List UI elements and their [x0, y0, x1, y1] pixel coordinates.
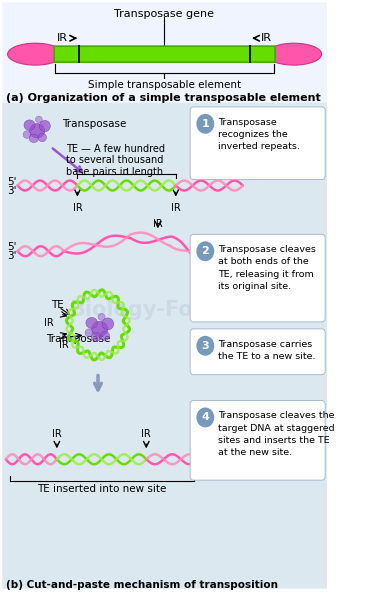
FancyBboxPatch shape: [2, 103, 327, 589]
Text: Transposase
recognizes the
inverted repeats.: Transposase recognizes the inverted repe…: [218, 118, 300, 151]
Ellipse shape: [35, 116, 42, 123]
FancyBboxPatch shape: [190, 107, 325, 179]
Ellipse shape: [98, 313, 105, 320]
Text: 2: 2: [201, 246, 209, 256]
Text: Transposase: Transposase: [62, 119, 127, 129]
Text: 3': 3': [7, 251, 16, 261]
Ellipse shape: [30, 124, 45, 138]
Ellipse shape: [92, 322, 108, 337]
Text: IR: IR: [141, 430, 151, 439]
Text: Transposase: Transposase: [46, 334, 111, 344]
FancyBboxPatch shape: [190, 401, 325, 480]
Ellipse shape: [38, 133, 46, 142]
Text: 4: 4: [201, 412, 209, 422]
Text: (b) Cut-and-paste mechanism of transposition: (b) Cut-and-paste mechanism of transposi…: [6, 580, 278, 590]
Ellipse shape: [29, 134, 38, 143]
Text: 1: 1: [201, 119, 209, 129]
Text: TE: TE: [51, 300, 64, 310]
Ellipse shape: [266, 43, 322, 65]
Text: IR: IR: [57, 33, 68, 43]
Text: (a) Organization of a simple transposable element: (a) Organization of a simple transposabl…: [6, 93, 320, 103]
Circle shape: [196, 241, 214, 261]
Text: IR: IR: [171, 203, 181, 214]
Text: Biology-Fo: Biology-Fo: [69, 300, 193, 320]
Text: TE — A few hundred
to several thousand
base pairs in length: TE — A few hundred to several thousand b…: [66, 144, 165, 177]
Ellipse shape: [102, 318, 114, 330]
Text: Transposase gene: Transposase gene: [114, 10, 214, 19]
Ellipse shape: [91, 332, 101, 341]
Circle shape: [196, 114, 214, 134]
Text: 5': 5': [7, 176, 16, 187]
FancyBboxPatch shape: [190, 235, 325, 322]
Ellipse shape: [86, 317, 97, 328]
Text: IR: IR: [153, 220, 163, 229]
Ellipse shape: [101, 331, 110, 340]
Ellipse shape: [85, 329, 93, 337]
Text: IR: IR: [59, 340, 69, 350]
Text: IR: IR: [261, 33, 272, 43]
Ellipse shape: [39, 121, 50, 132]
Text: Transposase cleaves the
target DNA at staggered
sites and inserts the TE
at the : Transposase cleaves the target DNA at st…: [218, 412, 334, 457]
Text: 3': 3': [7, 185, 16, 196]
Text: Transposase carries
the TE to a new site.: Transposase carries the TE to a new site…: [218, 340, 315, 361]
Text: Simple transposable element: Simple transposable element: [88, 80, 241, 90]
Text: IR: IR: [73, 203, 82, 214]
Circle shape: [196, 336, 214, 356]
FancyBboxPatch shape: [54, 46, 275, 62]
Text: Transposase cleaves
at both ends of the
TE, releasing it from
its original site.: Transposase cleaves at both ends of the …: [218, 245, 316, 291]
Text: TE inserted into new site: TE inserted into new site: [37, 484, 166, 494]
Ellipse shape: [24, 120, 35, 130]
Ellipse shape: [23, 131, 31, 139]
FancyBboxPatch shape: [2, 2, 327, 104]
FancyBboxPatch shape: [190, 329, 325, 374]
Circle shape: [196, 407, 214, 427]
Text: 5': 5': [7, 242, 16, 252]
Ellipse shape: [8, 43, 63, 65]
Text: 3: 3: [201, 341, 209, 351]
Text: IR: IR: [52, 430, 62, 439]
Text: IR: IR: [44, 318, 54, 328]
